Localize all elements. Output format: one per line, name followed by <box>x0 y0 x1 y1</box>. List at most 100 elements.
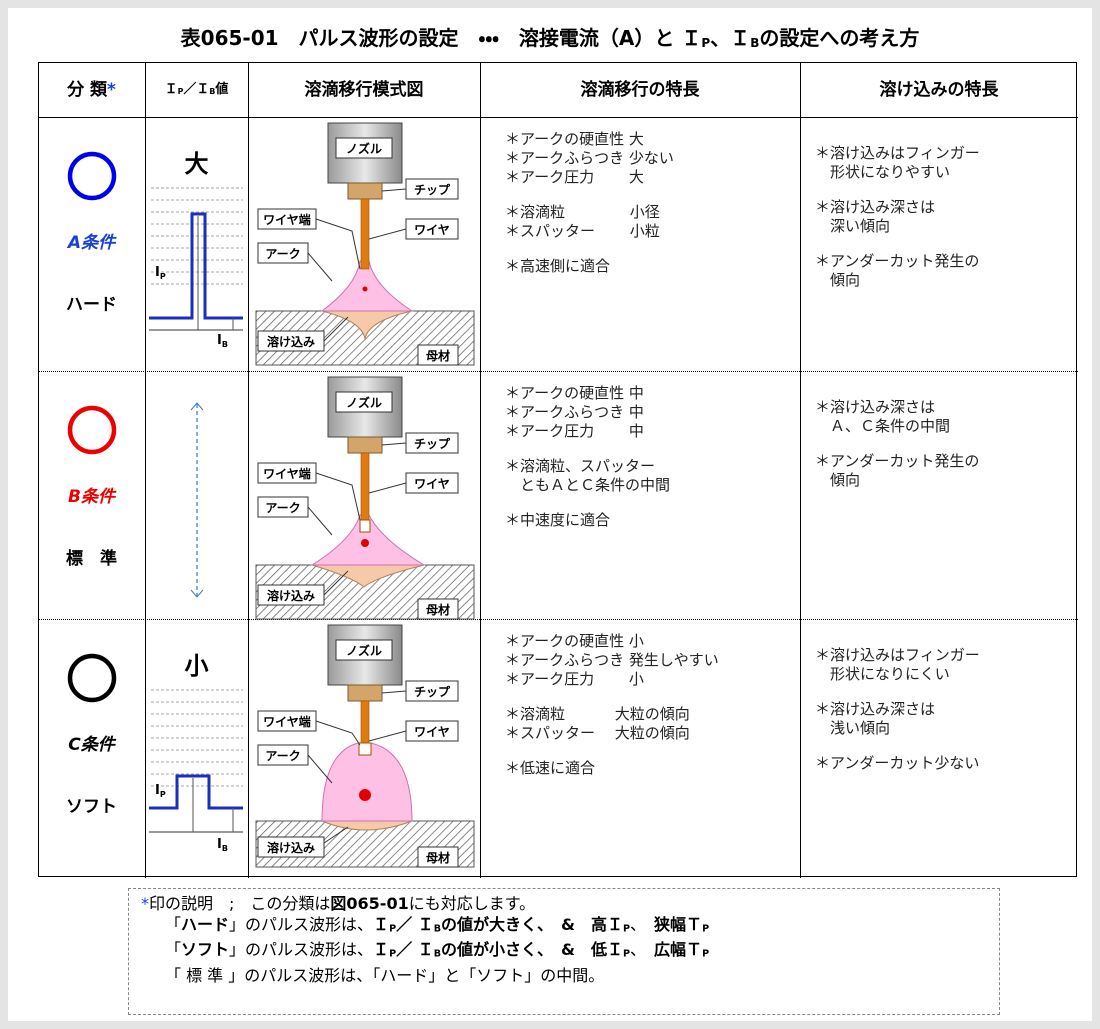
label-box <box>257 836 325 858</box>
note-text: 、 <box>630 940 655 960</box>
header-text: Ｉ <box>164 82 178 97</box>
transfer-cell: ＊アークの硬直性 小＊アークふらつき 発生しやすい ＊アーク圧力 小 ＊溶滴粒 大粒… <box>505 632 795 794</box>
note-text: 図065-01 <box>330 894 409 913</box>
note-text: P <box>389 923 397 935</box>
label-box <box>405 218 459 240</box>
label-box <box>257 330 325 352</box>
diagram-label: ノズル <box>346 395 382 410</box>
tip <box>347 182 383 200</box>
header-sub: B <box>209 87 216 97</box>
transfer-text: ＊アーク圧力 小 <box>505 670 644 688</box>
transfer-cell: ＊アークの硬直性 中＊アークふらつき 中＊アーク圧力 中 ＊溶滴粒、スパッター と… <box>505 384 795 546</box>
arc <box>321 742 413 822</box>
label-text: I <box>155 783 160 798</box>
row-rule <box>38 371 1078 372</box>
label-sub: B <box>222 340 228 349</box>
transfer-text: ＊溶滴粒、スパッター <box>505 457 656 475</box>
text-group: ＊溶け込み深さは Ａ、Ｃ条件の中間 <box>815 398 1075 436</box>
wire-end <box>358 742 372 756</box>
note-text: P <box>389 948 397 960</box>
title-text: 表065-01 パルス波形の設定 ・・・ 溶接電流（A）と Ｉ <box>180 26 702 50</box>
text-group: ＊溶滴粒 大粒の傾向 ＊スパッター 大粒の傾向 <box>505 705 795 743</box>
col-rule <box>800 62 801 878</box>
transfer-text: ＊アーク圧力 大 <box>505 168 644 186</box>
note-text: B <box>433 948 441 960</box>
transfer-text: ＊低速に適合 <box>505 759 596 777</box>
penetration <box>321 820 413 831</box>
diagram-label: ワイヤ端 <box>263 714 311 729</box>
penetration-text: 形状になりにくい <box>815 665 950 683</box>
label-box <box>257 208 317 230</box>
diagram-label: 溶け込み <box>267 334 315 349</box>
label-sub: P <box>160 790 166 799</box>
transfer-text: ＊スパッター 大粒の傾向 <box>505 724 690 742</box>
text-group: ＊溶け込みはフィンガー 形状になりにくい <box>815 646 1075 684</box>
label-box <box>257 462 317 484</box>
penetration-text: ＊アンダーカット発生の <box>815 252 980 270</box>
arc <box>310 514 426 566</box>
transfer-text: ＊スパッター 小粒 <box>505 222 660 240</box>
note-text: ハード <box>181 915 230 934</box>
header-text: 値 <box>215 82 229 97</box>
text-group: ＊高速側に適合 <box>505 257 795 276</box>
note-text: 「 <box>165 915 182 934</box>
note-box: *印の説明 ; この分類は図065-01にも対応します。 「ハード」のパルス波形… <box>128 888 1000 1015</box>
transfer-text: ＊アークふらつき 発生しやすい <box>505 651 719 669</box>
penetration-text: 深い傾向 <box>815 217 891 235</box>
text-group: ＊溶滴粒 小径 ＊スパッター 小粒 <box>505 203 795 241</box>
diagram-label: チップ <box>414 182 451 197</box>
penetration-text: ＊溶け込み深さは <box>815 198 936 216</box>
penetration-text: ＊溶け込みはフィンガー <box>815 144 980 162</box>
note-text: ソフト <box>181 940 230 960</box>
label-box <box>335 391 393 413</box>
level: 小 <box>184 652 209 680</box>
droplet <box>362 286 368 292</box>
penetration-text: ＊溶け込み深さは <box>815 398 936 416</box>
arrow-head <box>190 402 204 411</box>
diagram-label: アーク <box>265 247 300 261</box>
note-text: にも対応します。 <box>408 894 536 913</box>
transfer-cell: ＊アークの硬直性 大＊アークふらつき 少ない ＊アーク圧力 大 ＊溶滴粒 小径 ＊スパ… <box>505 130 795 292</box>
leader-line <box>323 316 349 342</box>
text-group: ＊アークの硬直性 大＊アークふらつき 少ない ＊アーク圧力 大 <box>505 130 795 187</box>
text-group: ＊溶け込み深さは 深い傾向 <box>815 198 1075 236</box>
note-text: ／ Ｉ <box>396 940 434 960</box>
label-sub: P <box>160 272 166 281</box>
header-sub: P <box>177 87 184 97</box>
condition: B条件 <box>68 487 115 507</box>
note-line: *印の説明 ; この分類は図065-01にも対応します。 <box>129 893 999 914</box>
range-arrow <box>190 402 204 598</box>
note-text: 「 標 準 」のパルス波形は、「ハード」と「ソフト」の中間。 <box>165 965 605 985</box>
penetration-text: ＊溶け込み深さは <box>815 700 936 718</box>
leader-line <box>368 482 407 494</box>
ip-label: IP <box>155 783 166 799</box>
penetration <box>321 310 413 340</box>
penetration-cell: ＊溶け込みはフィンガー 形状になりにくい ＊溶け込み深さは 浅い傾向 ＊アンダーカッ… <box>815 646 1075 789</box>
text-group: ＊溶け込み深さは 浅い傾向 <box>815 700 1075 738</box>
penetration-text: 傾向 <box>815 271 861 289</box>
header-text: ／Ｉ <box>183 82 210 97</box>
transfer-text: ＊アークふらつき 少ない <box>505 149 674 167</box>
ib-label: IB <box>217 333 228 349</box>
label-box <box>417 598 459 620</box>
note-text: 印の説明 ; この分類は <box>149 894 331 913</box>
note-text: 「 <box>165 940 182 960</box>
condition-circle <box>67 405 117 455</box>
diagram-label: ノズル <box>346 643 382 658</box>
note-text: P <box>702 948 710 960</box>
note-text: Ｉ <box>373 940 390 960</box>
col-rule <box>248 62 249 878</box>
circle-icon <box>67 653 117 703</box>
label-box <box>417 846 459 868</box>
label-box <box>405 432 459 454</box>
header-text: 分 類 <box>67 80 108 100</box>
title-text: の設定への考え方 <box>759 26 920 50</box>
label-box <box>405 680 459 702</box>
leader-line <box>323 570 349 596</box>
label-box <box>257 242 309 264</box>
